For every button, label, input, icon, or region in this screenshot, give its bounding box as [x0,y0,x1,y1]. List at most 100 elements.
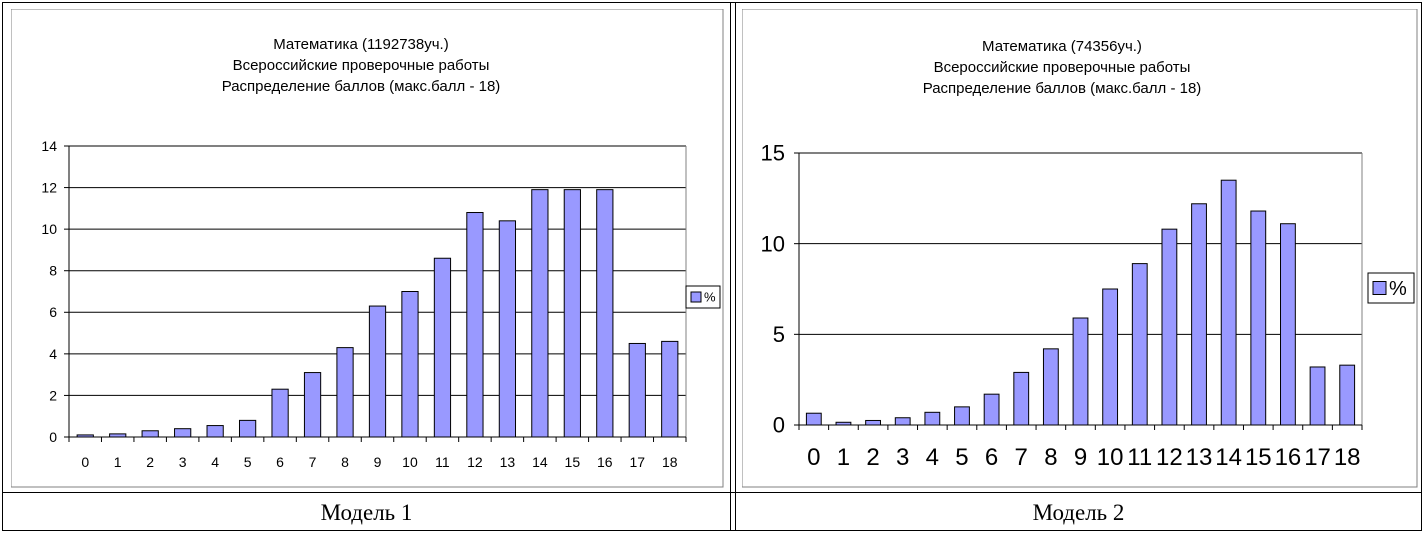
bar [563,189,581,438]
legend-label: % [1389,278,1407,300]
bar [954,406,970,426]
bar [271,388,289,438]
x-tick-label: 16 [1275,444,1302,471]
x-tick-label: 14 [532,454,548,470]
chart-model-1: Математика (1192738уч.) Всероссийские про… [11,9,724,488]
x-tick-label: 9 [1074,444,1087,471]
bar [1250,210,1267,426]
x-tick-label: 11 [435,454,450,470]
x-tick-label: 13 [500,454,516,470]
x-tick-label: 8 [341,454,349,470]
caption-model-2: Модель 2 [1032,500,1125,525]
bar [1191,203,1207,426]
x-tick-label: 7 [309,454,317,470]
chart-title-line: Математика (1192738уч.) [273,36,448,53]
y-tick-label: 2 [49,387,57,403]
bar [1102,288,1119,426]
x-tick-label: 3 [179,454,187,470]
x-tick-label: 18 [1334,444,1361,471]
x-tick-label: 9 [374,454,382,470]
x-tick-label: 0 [807,444,820,471]
legend-label: % [704,290,716,305]
x-tick-label: 2 [146,454,154,470]
bar [1220,179,1237,426]
bar [368,305,387,438]
bar [628,342,646,438]
bar [1280,223,1296,426]
x-tick-label: 0 [81,454,89,470]
bar [1042,348,1059,426]
y-tick-label: 0 [49,429,57,445]
y-tick-label: 6 [49,304,57,320]
y-tick-label: 10 [41,221,57,237]
y-tick-label: 15 [761,141,785,166]
bar [865,419,881,426]
x-tick-label: 12 [467,454,483,470]
x-tick-label: 3 [896,444,909,471]
chart-title-line: Распределение баллов (макс.балл - 18) [222,78,501,95]
bar [141,430,159,438]
y-tick-label: 8 [49,263,57,279]
bar [303,372,322,438]
x-tick-label: 7 [1015,444,1028,471]
chart-title-line: Всероссийские проверочные работы [934,59,1191,76]
bar [805,412,822,426]
bar [1072,317,1089,426]
x-tick-label: 5 [244,454,252,470]
bar [983,393,1000,426]
x-tick-label: 18 [662,454,678,470]
bar [498,220,517,438]
x-tick-label: 6 [276,454,284,470]
bar [206,425,224,438]
bar [336,347,354,438]
x-tick-label: 15 [565,454,581,470]
bar [1309,366,1326,426]
y-tick-label: 14 [41,138,57,154]
chart-model-2: Математика (74356уч.) Всероссийские прове… [742,9,1418,488]
bar [531,189,549,438]
x-tick-label: 1 [837,444,850,471]
x-tick-label: 6 [985,444,998,471]
bar [596,189,614,438]
x-tick-label: 11 [1127,444,1152,471]
bar [401,291,419,438]
x-tick-label: 14 [1215,444,1242,471]
bar [1131,263,1148,426]
bar [894,417,911,426]
x-tick-label: 1 [114,454,122,470]
bar [238,419,257,438]
x-tick-label: 12 [1156,444,1183,471]
y-tick-label: 5 [773,322,785,347]
x-tick-label: 2 [866,444,879,471]
x-tick-label: 17 [1304,444,1331,471]
caption-model-1: Модель 1 [320,500,413,525]
x-tick-label: 5 [955,444,968,471]
y-tick-label: 12 [41,179,57,195]
y-tick-label: 4 [49,346,57,362]
chart-title-line: Всероссийские проверочные работы [233,57,490,74]
chart-title-line: Математика (74356уч.) [982,38,1142,55]
bar [1161,228,1178,426]
row-divider [3,492,1421,493]
bar [1339,364,1356,426]
bar [174,428,192,438]
bar [924,411,941,426]
bar [466,212,484,438]
y-tick-label: 0 [773,413,785,438]
x-tick-label: 10 [402,454,418,470]
y-tick-label: 10 [761,231,785,256]
x-tick-label: 17 [630,454,646,470]
cell-divider-right [735,3,736,530]
bar [661,340,679,438]
bar [1013,371,1030,426]
x-tick-label: 16 [597,454,613,470]
legend-swatch [690,291,702,303]
x-tick-label: 4 [926,444,939,471]
bar [433,257,452,438]
x-tick-label: 15 [1245,444,1272,471]
x-tick-label: 10 [1097,444,1124,471]
x-tick-label: 13 [1186,444,1213,471]
x-tick-label: 8 [1044,444,1057,471]
legend-swatch [1372,281,1387,295]
